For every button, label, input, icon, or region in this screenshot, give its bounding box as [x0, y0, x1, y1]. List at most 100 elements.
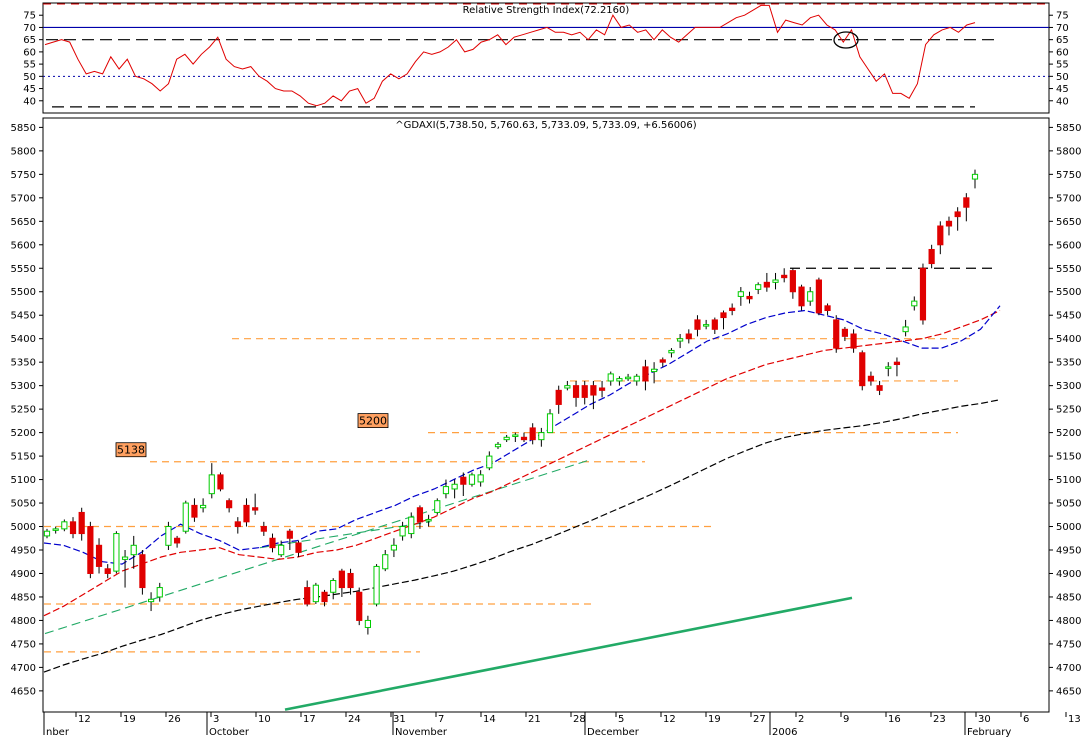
candle	[486, 451, 493, 471]
rsi-tick-label: 75	[23, 11, 36, 22]
month-label: 2006	[772, 727, 797, 738]
candle	[182, 500, 189, 534]
month-label: November	[395, 727, 448, 738]
rsi-tick-label: 40	[23, 96, 36, 107]
candle	[104, 564, 111, 579]
candle-body	[217, 474, 224, 490]
candle	[286, 528, 293, 550]
candle-body	[616, 378, 623, 382]
candle	[737, 287, 744, 306]
price-tick-label: 5500	[1056, 287, 1081, 298]
candle-body	[304, 587, 311, 605]
candle-body	[451, 483, 458, 490]
candle	[165, 521, 172, 550]
candle	[95, 538, 103, 574]
price-tick-label: 5750	[11, 170, 36, 181]
candle	[442, 479, 450, 499]
candle	[468, 472, 476, 487]
candle	[373, 564, 380, 607]
price-tick-label: 5100	[11, 475, 36, 486]
candle	[798, 284, 805, 311]
x-tick-label: 21	[528, 714, 541, 725]
month-label: December	[587, 727, 640, 738]
x-tick-label: 19	[708, 714, 721, 725]
candle	[729, 303, 736, 316]
candle-body	[893, 361, 901, 366]
rsi-tick-label: 45	[23, 84, 36, 95]
candle-body	[399, 526, 406, 537]
rsi-tick-label: 70	[1056, 23, 1069, 34]
x-tick-label: 27	[753, 714, 766, 725]
price-tick-label: 5600	[1056, 240, 1081, 251]
candle	[668, 348, 675, 358]
price-tag: 5138	[115, 442, 147, 458]
x-tick-label: 10	[258, 714, 271, 725]
candle	[746, 291, 753, 304]
candle-body	[607, 373, 614, 382]
candle-body	[937, 225, 944, 246]
candle-body	[425, 518, 432, 522]
price-tick-label: 5850	[11, 123, 36, 134]
x-tick-label: 12	[78, 714, 91, 725]
candle	[520, 432, 528, 442]
price-tick-label: 4950	[1056, 546, 1081, 557]
candle-body	[763, 281, 770, 288]
candle-body	[902, 326, 909, 333]
candle	[69, 517, 77, 539]
candle	[347, 568, 354, 595]
candle-body	[416, 507, 424, 523]
candle	[807, 287, 814, 306]
candle	[755, 282, 762, 295]
candle-body	[243, 504, 250, 523]
candle-body	[538, 432, 545, 441]
candle	[330, 578, 337, 600]
candle	[954, 207, 961, 231]
x-tick-label: 24	[348, 714, 361, 725]
candle-body	[338, 570, 345, 589]
candle-body	[711, 319, 718, 330]
rsi-tick-label: 70	[23, 23, 36, 34]
candle	[477, 470, 484, 487]
candle-body	[408, 516, 415, 535]
price-tick-label: 5850	[1056, 123, 1081, 134]
price-tick-label: 5550	[11, 264, 36, 275]
candle-body	[624, 376, 632, 380]
candle-body	[833, 319, 840, 349]
candle	[824, 303, 831, 316]
candle-body	[928, 248, 935, 265]
candle-body	[789, 270, 796, 293]
rsi-tick-label: 40	[1056, 96, 1069, 107]
price-tick-label: 5300	[11, 381, 36, 392]
price-tick-label: 5250	[11, 405, 36, 416]
price-tag-box	[115, 442, 147, 458]
candle-body	[139, 554, 146, 589]
price-tick-label: 4800	[11, 616, 36, 627]
rsi-tick-label: 50	[1056, 72, 1069, 83]
trendline	[44, 459, 591, 635]
x-tick-label: 13	[1068, 714, 1081, 725]
price-tick-label: 5600	[11, 240, 36, 251]
price-tick-label: 5450	[1056, 311, 1081, 322]
rsi-tick-label: 60	[1056, 47, 1069, 58]
candle-body	[555, 389, 562, 405]
x-tick-label: 2	[798, 714, 804, 725]
candle-body	[468, 474, 476, 485]
candle-body	[165, 526, 172, 546]
candle	[815, 277, 822, 316]
candle	[408, 512, 415, 539]
candle-body	[815, 279, 822, 314]
candle	[52, 526, 59, 534]
rsi-tick-label: 55	[1056, 60, 1069, 71]
candle-body	[841, 328, 849, 337]
candle	[902, 319, 909, 337]
candle-body	[147, 598, 155, 603]
candle	[859, 350, 866, 391]
candle-body	[208, 474, 215, 495]
price-tick-label: 5350	[11, 358, 36, 369]
candle	[616, 376, 623, 386]
candle	[685, 329, 692, 344]
ma50-line	[43, 309, 1001, 617]
candle-body	[885, 366, 892, 369]
